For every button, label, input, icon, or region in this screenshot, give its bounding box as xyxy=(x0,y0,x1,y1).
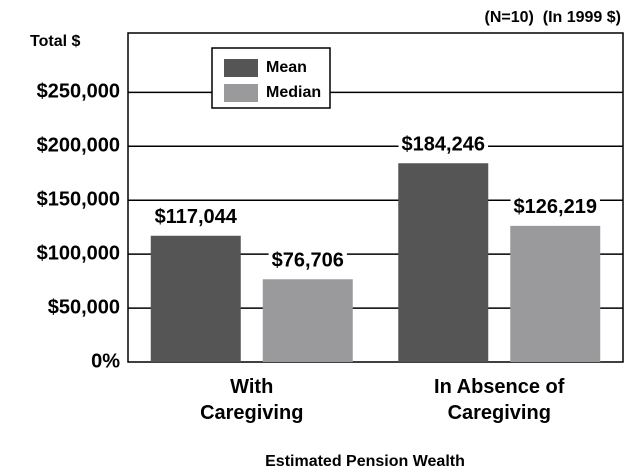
y-tick-label: 0% xyxy=(91,350,120,372)
data-label-bg xyxy=(151,206,241,229)
legend-swatch xyxy=(224,84,258,102)
data-label-group: $117,044 xyxy=(151,206,241,229)
legend-label: Median xyxy=(266,84,321,101)
bar xyxy=(510,225,601,362)
data-label: $76,706 xyxy=(272,250,344,272)
y-tick-label: $200,000 xyxy=(37,135,120,157)
data-label-bg xyxy=(398,133,488,156)
data-label: $184,246 xyxy=(402,134,485,156)
x-tick-label: In Absence of Caregiving xyxy=(434,376,565,424)
y-axis-title: Total $ xyxy=(30,33,80,50)
data-label: $117,044 xyxy=(155,206,238,228)
data-label-bg xyxy=(268,249,347,272)
y-tick-label: $100,000 xyxy=(37,242,120,264)
y-tick-label: $150,000 xyxy=(37,188,120,210)
y-tick-label: $250,000 xyxy=(37,81,120,103)
data-label-bg xyxy=(510,196,600,219)
data-label-group: $184,246 xyxy=(398,133,488,156)
legend: Mean Median xyxy=(211,47,331,109)
y-tick-label: $50,000 xyxy=(48,296,120,318)
legend-swatch xyxy=(224,59,258,77)
data-label-group: $76,706 xyxy=(268,249,347,272)
x-tick-label: With Caregiving xyxy=(200,376,303,424)
bar xyxy=(262,279,353,362)
bar xyxy=(398,163,489,362)
data-label-group: $126,219 xyxy=(510,196,600,219)
data-label: $126,219 xyxy=(514,196,597,218)
bar xyxy=(150,235,241,362)
note: (N=10) (In 1999 $) xyxy=(485,9,622,26)
x-axis-title: Estimated Pension Wealth xyxy=(265,453,465,470)
legend-label: Mean xyxy=(266,59,307,76)
